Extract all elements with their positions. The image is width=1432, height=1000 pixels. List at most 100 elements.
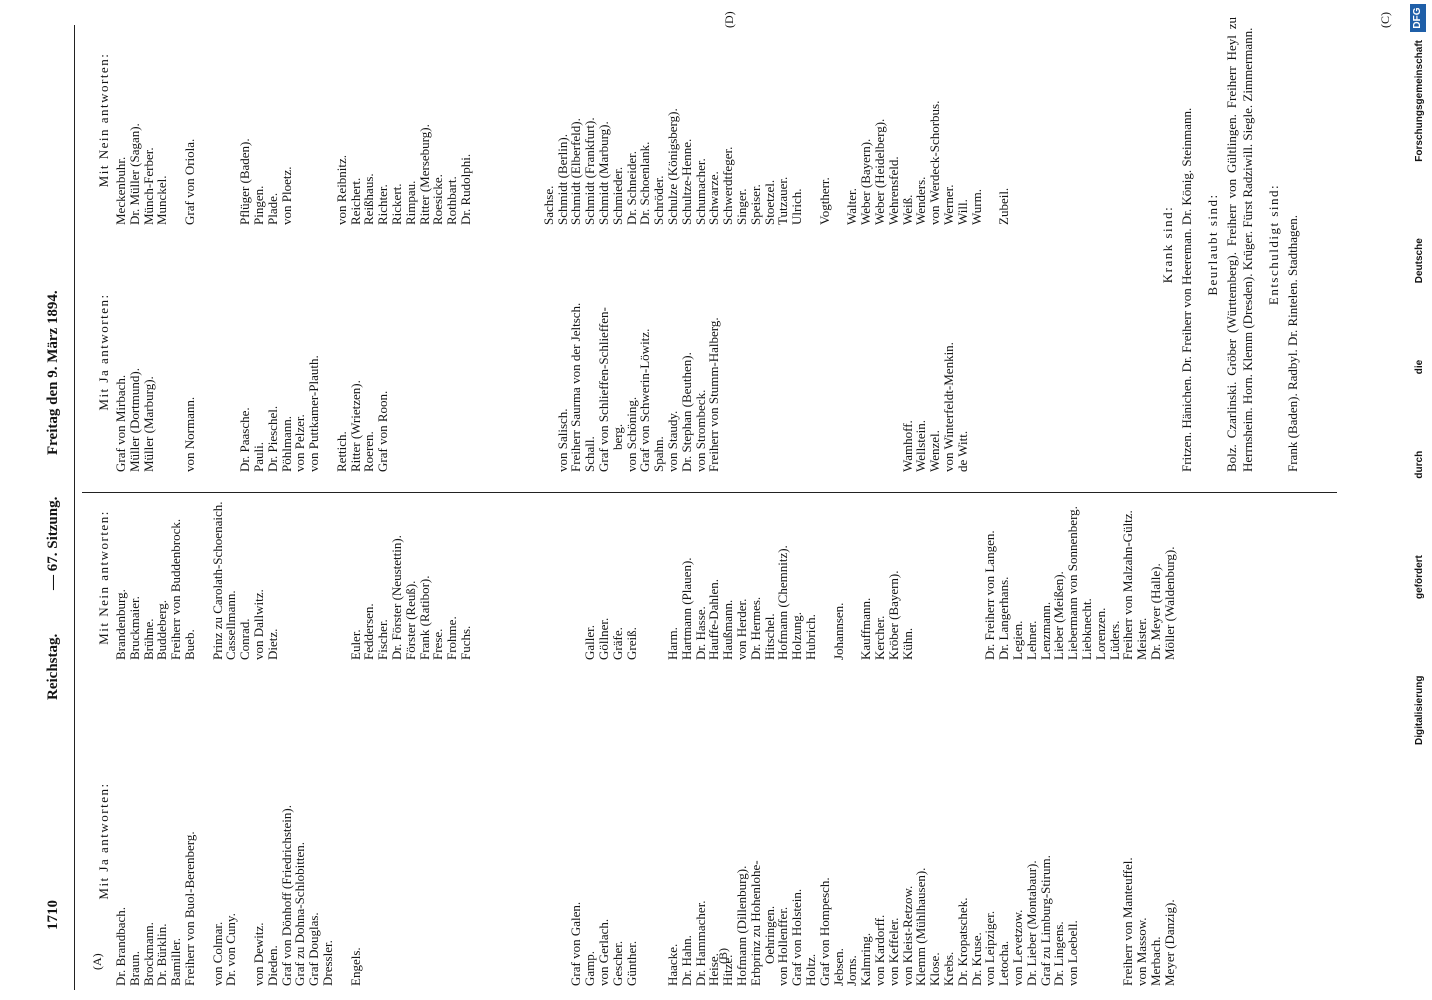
absent-heading: Entschuldigt sind: [1266,183,1281,306]
member-name: Dr. Kropatschek. [954,897,970,986]
member-name: von Dallwitz. [251,589,266,660]
member-name: Graf von Roon. [375,390,391,472]
member-name: Dr. Hermes. [747,596,763,660]
member-name: Pauli. [251,442,266,472]
absent-names: Fritzen. Hänichen. Dr. Freiherr von Heer… [1179,107,1194,472]
member-name: Dr. Meyer (Halle). [1148,563,1163,660]
member-name: Schmidt (Marburg). [596,121,611,225]
member-name: Günther. [623,940,639,986]
member-name: von Kardorff. [872,914,887,986]
member-name: Engels. [347,947,363,986]
member-name: de Witt. [954,430,970,472]
member-name: Graf von Mirbach. [113,374,128,472]
member-name: von Gerlach. [596,918,611,986]
member-name: Sachse. [540,185,556,225]
member-name: Wurm. [968,189,984,225]
member-name: Schulze (Königsberg). [665,108,680,225]
absent-names: Bolz. Czarlinski. Gröber (Württemberg). … [1224,17,1255,472]
absent-section: Krank sind: Fritzen. Hänichen. Dr. Freihe… [1150,17,1301,472]
member-name: Werner. [941,184,956,225]
logo: DFG [1410,4,1426,32]
member-name: Rettich. [333,431,349,472]
margin-mark: (C) [1378,12,1392,28]
member-name: Weber (Heidelberg). [872,118,887,225]
member-name: Schmieder. [609,166,625,225]
member-name: von Loebell. [1065,920,1081,986]
member-name: von Keffeler. [885,917,901,986]
member-name: Bueb. [182,629,197,660]
member-name: Dr. von Cuny. [223,913,239,986]
margin-mark: (D) [722,11,736,28]
member-name: Haacke. [665,943,680,986]
member-name: Dr. Lieber (Montabaur). [1023,860,1039,986]
member-name: Freiherr von Stumm-Halberg. [706,317,722,472]
member-name: Hartmann (Plauen). [678,557,694,660]
member-name: Gräfe. [609,627,625,660]
member-name: Müller (Marburg). [140,376,156,472]
member-name: Rickert. [389,183,404,225]
member-name: von Levetzow. [1010,909,1025,986]
member-name: Dressler. [320,940,335,986]
member-name: Lehner. [1023,620,1039,660]
member-name: Will. [954,199,970,225]
member-name: Hofmann (Dillenburg). [734,865,749,986]
member-name: Dr. Rudolphi. [458,153,473,225]
list-heading: Mit Ja antworten: [96,293,111,411]
member-name: Dr. Stephan (Beuthen). [678,352,694,472]
member-name: Vogtherr. [816,177,832,225]
member-name: Freiherr von Buol-Berenberg. [182,831,197,986]
member-name: Kröber (Bayern). [885,570,901,660]
member-name: von Staudy. [665,410,680,472]
list-heading: Mit Nein antworten: [96,510,111,645]
session-date: Freitag den 9. März 1894. [45,290,61,455]
session-title: Reichstag. [45,633,61,700]
session-number: — 67. Sitzung. [45,496,61,590]
member-name: Meyer (Danzig). [1161,899,1177,986]
member-name: Pingen. [251,185,266,225]
header-rule [74,25,75,990]
member-name: Graf von Hompesch. [816,877,832,986]
member-name: Dietz. [264,628,280,660]
member-name: von Ploetz. [278,166,294,226]
member-name: von Winterfeldt-Menkin. [941,342,956,472]
member-name: Braun. [126,950,142,986]
member-name: Graf von Oriola. [182,138,197,225]
member-name: Kercher. [872,615,887,660]
member-name: Meckenbuhr. [113,156,128,225]
member-name: Lorenzen. [1092,607,1108,660]
member-name: Merbach. [1148,936,1163,986]
member-name: berg. [609,423,625,450]
member-name: Dr. Pieschel. [264,405,280,472]
member-name: Speiser. [747,184,763,225]
member-name: Erbprinz zu Hohenlohe- [747,860,763,986]
credit: Digitalisierung gefördert durch die Deut… [1414,40,1425,745]
member-name: Hubrich. [803,614,818,660]
member-name: Munckel. [154,175,170,225]
absent-heading: Beurlaubt sind: [1205,193,1220,296]
member-name: Wehrensfeld. [885,156,901,225]
member-name: von Puttkamer-Plauth. [306,355,322,472]
member-name: von Reibnitz. [333,154,349,225]
member-name: Holtz. [803,953,818,986]
member-name: Fuchs. [458,625,473,660]
member-name: Graf von Schlieffen-Schlieffen- [596,307,611,472]
member-name: Rimpau. [402,180,418,225]
member-name: Dr. Müller (Sagan). [126,123,142,225]
member-name: von Normann. [182,396,197,472]
member-name: Dieden. [264,945,280,986]
member-name: Gescher. [609,940,625,986]
list-heading: Mit Ja antworten: [96,782,111,900]
member-name: Zubeil. [996,187,1012,225]
absent-heading: Krank sind: [1160,205,1175,284]
member-name: Brandenburg. [113,589,128,660]
member-name: Müller (Dortmund). [126,368,142,472]
member-name: Greiß. [623,627,639,660]
column-divider [82,492,1337,493]
member-name: Göllner. [596,617,611,660]
member-name: Liebknecht. [1079,598,1094,660]
member-name: Förster (Reuß). [402,580,418,660]
page-number: 1710 [45,900,61,930]
member-name: Plade. [264,192,280,225]
